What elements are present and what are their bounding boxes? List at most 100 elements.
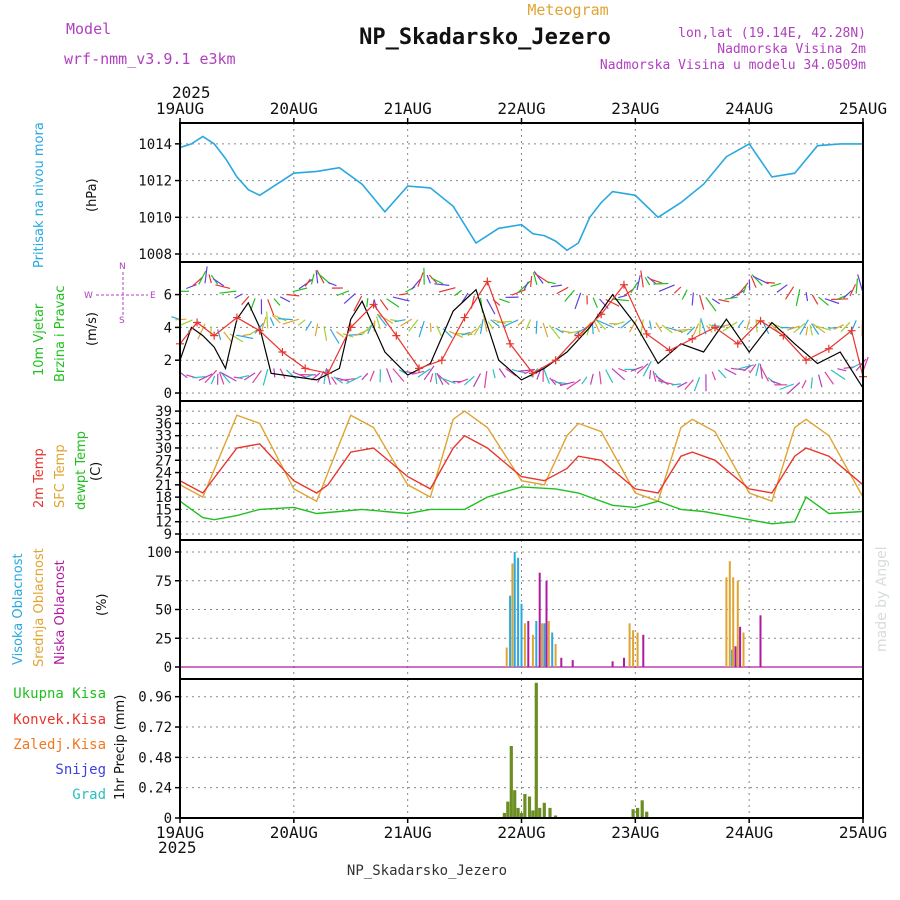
compass-south: S <box>119 316 125 326</box>
y-tick-label: 6 <box>164 288 172 304</box>
gust-marker <box>642 329 651 338</box>
coords-label: lon,lat (19.14E, 42.28N) <box>678 26 866 41</box>
wind-arrow <box>323 369 327 385</box>
wind-side-label: 10m Vjetar <box>32 303 47 376</box>
wind-arrow <box>243 372 256 381</box>
cloud-bar <box>509 595 512 667</box>
wind-arrow <box>799 319 809 335</box>
wind-arrow <box>369 370 375 382</box>
wind-speed-line <box>179 288 864 389</box>
wind-arrow <box>492 369 496 379</box>
wind-arrow <box>649 320 652 330</box>
x-tick-label: 22AUG <box>497 823 545 842</box>
wind-arrow <box>530 276 533 288</box>
cloud-unit: (%) <box>95 594 110 617</box>
wind-arrow <box>718 298 730 303</box>
wind-arrow <box>548 325 561 340</box>
wind-arrow <box>348 333 363 336</box>
cloud-bar <box>523 623 526 667</box>
wind-arrow <box>215 284 231 289</box>
wind-arrow <box>327 281 337 287</box>
wind-arrow <box>472 373 482 388</box>
wind-arrow <box>642 361 652 377</box>
y-tick-label: 0 <box>164 660 172 676</box>
wind-arrow <box>323 325 328 342</box>
wind-arrow <box>315 270 319 284</box>
wind-arrow <box>212 278 225 287</box>
footer-station: NP_Skadarsko_Jezero <box>347 863 507 879</box>
precip-bar <box>534 682 538 818</box>
wind-arrow <box>811 323 820 335</box>
wind-arrow <box>644 277 651 286</box>
wind-arrow <box>305 320 313 331</box>
model-label: Model <box>66 20 111 38</box>
wind-arrow <box>218 371 225 385</box>
x-tick-label: 19AUG <box>156 823 204 842</box>
wind-arrow <box>770 380 782 386</box>
gust-marker <box>574 331 583 340</box>
wind-arrow <box>329 328 340 344</box>
wind-arrow <box>461 292 469 303</box>
gust-marker <box>688 334 697 343</box>
temp-side-label-2: SFC Temp <box>53 444 68 508</box>
wind-arrow <box>262 368 269 386</box>
pressure-side-label: Pritisak na nivou mora <box>32 122 47 268</box>
wind-arrow <box>706 325 713 333</box>
wind-arrow <box>437 374 450 386</box>
wind-side-label-2: Brzina i Pravac <box>53 285 68 382</box>
wind-gust-line <box>179 280 864 377</box>
credit-label: made by Angel <box>874 546 890 652</box>
wind-arrow <box>285 369 297 380</box>
cloud-bar <box>560 657 563 667</box>
wind-arrow <box>594 318 607 331</box>
wind-arrow <box>542 367 550 384</box>
wind-arrow <box>786 382 801 395</box>
wind-arrow <box>812 323 826 334</box>
gust-marker <box>369 300 378 309</box>
wind-arrow <box>692 323 700 336</box>
wind-arrow <box>282 318 300 325</box>
cloud-bar <box>759 615 762 668</box>
precip-unit: 1hr Precip (mm) <box>113 695 128 800</box>
cloud-bar <box>545 580 548 668</box>
wind-arrow <box>496 320 512 323</box>
wind-arrow <box>759 366 770 382</box>
wind-arrow <box>467 328 477 337</box>
wind-arrow <box>746 319 751 331</box>
cloud-bar <box>636 632 639 667</box>
wind-arrow <box>431 277 444 285</box>
wind-arrow <box>277 318 293 321</box>
precip-panel: Ukupna Kisa Konvek.Kisa Zaledj.Kisa Snij… <box>13 678 864 827</box>
wind-arrow <box>542 322 549 338</box>
wind-arrow <box>828 326 838 329</box>
wind-arrow <box>417 272 424 287</box>
cloud-bar <box>554 644 557 667</box>
t2m-line <box>179 434 864 494</box>
cloud-bar <box>511 563 514 667</box>
wind-arrow <box>461 331 471 336</box>
cloud-bar <box>632 630 635 667</box>
cloud-bar <box>535 621 538 667</box>
wind-arrow <box>405 371 417 374</box>
wind-arrow <box>192 277 203 287</box>
y-tick-label: 4 <box>164 320 172 336</box>
wind-arrow <box>333 376 344 384</box>
cloud-bar <box>520 603 523 668</box>
wind-arrow <box>436 325 442 337</box>
precip-bar <box>645 811 649 818</box>
cloud-panel: Visoka Oblacnost Srednja Oblacnost Niska… <box>11 539 864 680</box>
wind-arrow <box>824 371 834 385</box>
cloud-bar <box>728 561 731 667</box>
wind-arrow <box>814 325 832 331</box>
precip-bar <box>502 812 506 818</box>
wind-arrow <box>566 379 582 390</box>
y-tick-label: 0 <box>164 386 172 402</box>
cloud-side-label: Visoka Oblacnost <box>11 553 26 665</box>
wind-arrow <box>787 325 800 331</box>
wind-arrow <box>208 274 212 284</box>
cloud-bar <box>538 572 541 667</box>
wind-arrow <box>717 369 727 379</box>
wind-arrow <box>336 331 344 338</box>
wind-arrow <box>535 320 538 334</box>
